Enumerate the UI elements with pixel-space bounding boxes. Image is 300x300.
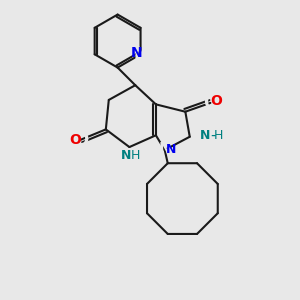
- Text: -: -: [210, 128, 215, 143]
- Text: N: N: [165, 143, 176, 157]
- Text: O: O: [210, 94, 222, 108]
- Text: N: N: [200, 129, 210, 142]
- Text: O: O: [69, 133, 81, 147]
- Text: N: N: [120, 148, 133, 164]
- Text: H: H: [214, 129, 223, 142]
- Text: N: N: [199, 128, 212, 143]
- Text: O: O: [203, 94, 218, 112]
- Text: N: N: [121, 149, 132, 162]
- Text: H: H: [130, 149, 140, 162]
- Text: N: N: [131, 46, 143, 60]
- Text: N: N: [158, 142, 171, 158]
- Text: N: N: [134, 45, 148, 63]
- Text: O: O: [74, 131, 88, 149]
